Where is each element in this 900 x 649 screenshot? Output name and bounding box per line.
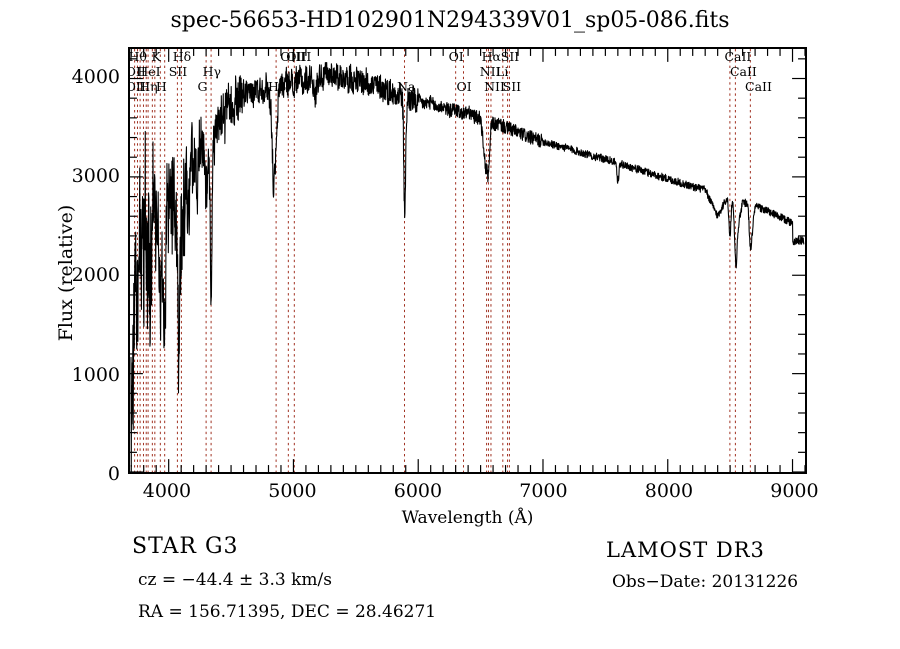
x-tick-label: 4000 xyxy=(142,480,192,502)
spectral-line-label: SII xyxy=(500,49,520,64)
spectral-line-label: Hγ xyxy=(202,64,221,79)
spectral-line-label: K xyxy=(151,49,161,64)
x-tick-label: 6000 xyxy=(393,480,443,502)
spectral-line-label: Hα xyxy=(481,49,501,64)
spectral-line-label: Hθ xyxy=(128,49,147,64)
x-tick-label: 5000 xyxy=(268,480,317,502)
redshift-velocity-text: cz = −44.4 ± 3.3 km/s xyxy=(138,570,332,590)
spectral-line-label: NII xyxy=(479,64,501,79)
spectrum-trace xyxy=(130,61,805,467)
spectral-line-label: SII xyxy=(168,64,188,79)
spectrum-canvas xyxy=(130,49,805,472)
spectral-line-label: CaII xyxy=(745,79,772,94)
coordinates-text: RA = 156.71395, DEC = 28.46271 xyxy=(138,602,437,622)
spectral-line-label: OII xyxy=(130,64,146,79)
spectral-line-label: G xyxy=(197,79,208,94)
y-tick-label: 4000 xyxy=(71,65,120,88)
survey-name-text: LAMOST DR3 xyxy=(606,538,765,562)
plot-area: HθKHδOIIIOIIIOIHαSIICaIIOIIHeISIIHγNIILi… xyxy=(128,47,807,474)
spectral-line-label: SII xyxy=(502,79,522,94)
y-tick-label: 2000 xyxy=(71,264,120,287)
spectral-line-label: OI xyxy=(456,79,472,94)
y-axis-title: Flux (relative) xyxy=(55,204,77,342)
y-tick-label: 0 xyxy=(107,463,120,485)
spectral-line-label: OIII xyxy=(286,49,312,64)
spectral-line-label: OIII xyxy=(280,49,306,64)
spectral-line-label: CaII xyxy=(724,49,752,64)
axis-tick-group xyxy=(130,49,805,472)
spectral-line-label: Hη xyxy=(139,79,158,94)
spectral-line-label: NII xyxy=(484,79,505,94)
object-class-text: STAR G3 xyxy=(132,534,239,559)
spectral-line-label: Hβ xyxy=(267,79,287,94)
observation-date-text: Obs−Date: 20131226 xyxy=(612,572,799,592)
spectral-line-label: Li xyxy=(496,64,509,79)
spectral-line-label: H xyxy=(155,79,167,94)
figure-title: spec-56653-HD102901N294339V01_sp05-086.f… xyxy=(170,8,730,33)
spectral-line-label: OII xyxy=(130,79,146,94)
y-tick-label: 3000 xyxy=(71,165,120,188)
x-tick-label: 9000 xyxy=(770,480,819,502)
x-tick-label: 7000 xyxy=(519,480,568,502)
x-tick-label: 8000 xyxy=(644,480,694,502)
spectral-line-label: OI xyxy=(448,49,464,64)
x-axis-title: Wavelength (Å) xyxy=(401,508,534,528)
spectral-line-label: CaII xyxy=(729,64,757,79)
spectral-line-label: Na xyxy=(397,79,416,94)
spectral-line-label: HeI xyxy=(137,64,161,79)
y-tick-label: 1000 xyxy=(71,363,120,386)
spectral-line-label: Hδ xyxy=(172,49,192,64)
